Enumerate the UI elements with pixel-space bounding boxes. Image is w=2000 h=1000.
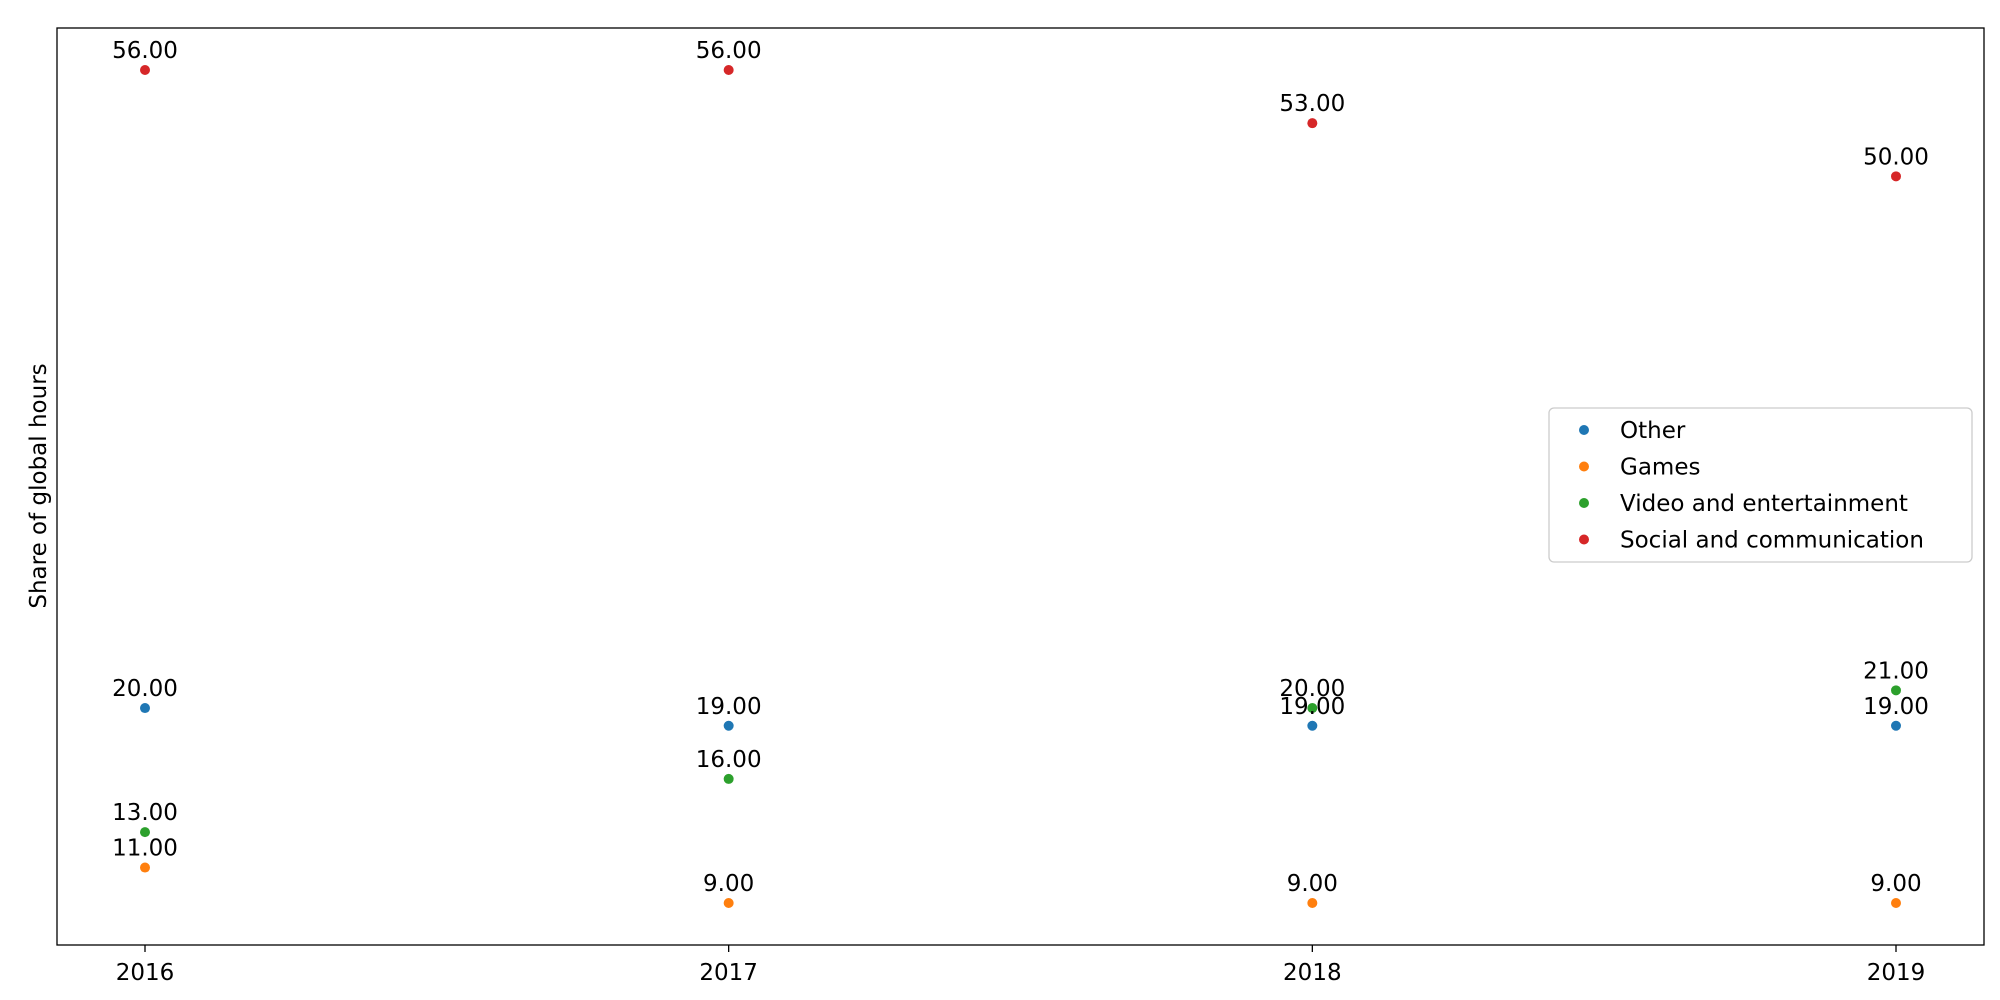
- data-point: [1891, 720, 1901, 731]
- data-label: 56.00: [696, 38, 762, 64]
- data-point: [140, 862, 150, 873]
- legend-label: Video and entertainment: [1620, 491, 1908, 517]
- data-points: [140, 65, 1901, 908]
- data-label: 9.00: [1287, 871, 1338, 897]
- data-point: [723, 773, 734, 784]
- data-label: 20.00: [112, 676, 178, 702]
- data-point: [723, 720, 734, 731]
- data-label: 9.00: [1870, 871, 1921, 897]
- data-label: 50.00: [1863, 144, 1929, 170]
- data-point: [140, 703, 150, 714]
- data-label: 21.00: [1863, 658, 1929, 684]
- data-point: [1307, 720, 1318, 731]
- legend: Other Games Video and entertainment Social …: [1548, 407, 1973, 563]
- data-point: [140, 65, 150, 76]
- y-axis-title: Share of global hours: [26, 363, 52, 608]
- legend-label: Social and communication: [1620, 528, 1924, 554]
- data-label: 20.00: [1279, 676, 1345, 702]
- data-label: 19.00: [1279, 694, 1345, 720]
- data-label: 16.00: [696, 747, 762, 773]
- data-label: 11.00: [112, 836, 178, 862]
- x-axis: 2016 2017 2018 2019: [116, 945, 1926, 986]
- data-point: [723, 65, 734, 76]
- legend-marker: [1579, 498, 1589, 508]
- data-point: [1891, 685, 1901, 696]
- plot-area-frame: [56, 27, 1985, 946]
- data-label: 19.00: [696, 694, 762, 720]
- data-label: 53.00: [1279, 91, 1345, 117]
- data-label: 9.00: [703, 871, 754, 897]
- legend-box: [1548, 407, 1973, 563]
- x-tick-label: 2018: [1283, 960, 1342, 986]
- data-point: [1307, 118, 1318, 129]
- legend-marker: [1579, 534, 1589, 545]
- legend-label: Games: [1620, 455, 1700, 481]
- data-point: [1307, 897, 1318, 908]
- data-label: 56.00: [112, 38, 178, 64]
- x-tick-label: 2016: [116, 960, 175, 986]
- data-point: [1307, 703, 1318, 714]
- data-point: [1891, 897, 1901, 908]
- data-label: 13.00: [112, 800, 178, 826]
- legend-label: Other: [1620, 418, 1686, 444]
- data-point: [1891, 171, 1901, 182]
- legend-marker: [1579, 425, 1589, 435]
- data-point: [140, 827, 150, 838]
- x-tick-label: 2019: [1867, 960, 1926, 986]
- legend-marker: [1579, 461, 1589, 472]
- x-tick-label: 2017: [699, 960, 758, 986]
- data-label: 19.00: [1863, 694, 1929, 720]
- data-point: [723, 897, 734, 908]
